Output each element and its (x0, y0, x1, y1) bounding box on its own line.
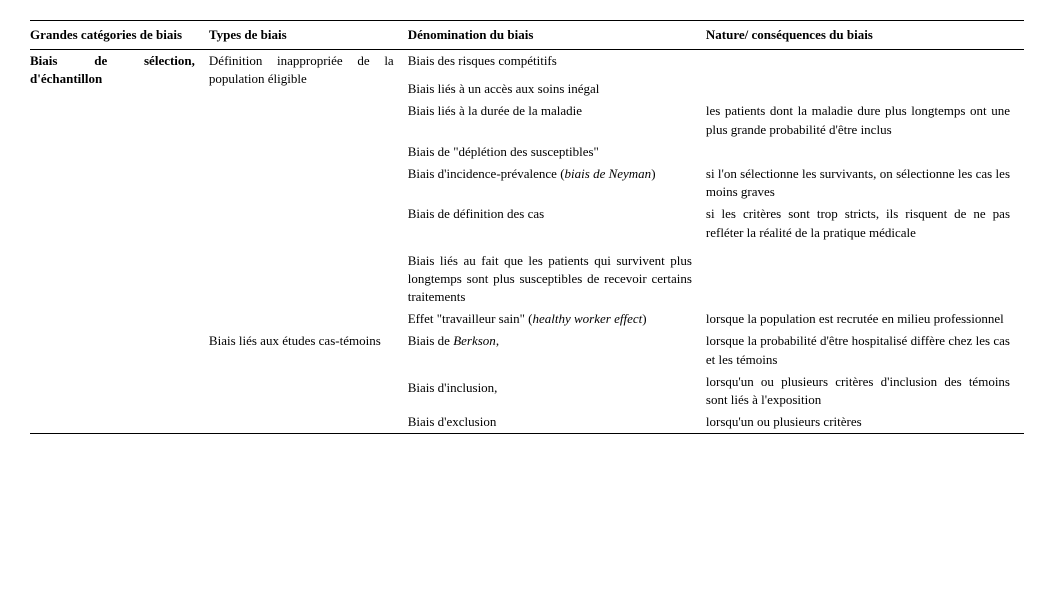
table-row: Biais de sélection, d'échantillon Défini… (30, 50, 1024, 73)
header-denomination: Dénomination du biais (408, 21, 706, 50)
text-part: Biais de (408, 333, 454, 348)
cell-type-1: Définition inappropriée de la population… (209, 50, 408, 331)
cell-denomination: Biais liés à un accès aux soins inégal (408, 72, 706, 100)
cell-nature (706, 50, 1024, 73)
header-type: Types de biais (209, 21, 408, 50)
cell-type-2: Biais liés aux études cas-témoins (209, 330, 408, 433)
cell-nature (706, 244, 1024, 309)
cell-nature: lorsque la probabilité d'être hospitalis… (706, 330, 1024, 370)
cell-nature: lorsque la population est recrutée en mi… (706, 308, 1024, 330)
cell-denomination: Biais d'incidence-prévalence (biais de N… (408, 163, 706, 203)
text-italic: biais de Neyman (565, 166, 652, 181)
cell-denomination: Biais d'inclusion, (408, 371, 706, 411)
header-category: Grandes catégories de biais (30, 21, 209, 50)
text-part: ) (642, 311, 646, 326)
text-italic: healthy worker effect (533, 311, 643, 326)
cell-nature: lorsqu'un ou plusieurs critères d'inclus… (706, 371, 1024, 411)
cell-nature: lorsqu'un ou plusieurs critères (706, 411, 1024, 434)
text-part: Biais d'incidence-prévalence ( (408, 166, 565, 181)
cell-denomination: Biais de Berkson, (408, 330, 706, 370)
cell-denomination: Biais liés au fait que les patients qui … (408, 244, 706, 309)
text-italic: Berkson (453, 333, 496, 348)
table-header-row: Grandes catégories de biais Types de bia… (30, 21, 1024, 50)
cell-nature (706, 141, 1024, 163)
cell-category: Biais de sélection, d'échantillon (30, 50, 209, 434)
cell-nature: si l'on sélectionne les survivants, on s… (706, 163, 1024, 203)
cell-denomination: Biais de définition des cas (408, 203, 706, 243)
header-nature: Nature/ conséquences du biais (706, 21, 1024, 50)
text-part: , (496, 333, 499, 348)
cell-nature: si les critères sont trop stricts, ils r… (706, 203, 1024, 243)
cell-denomination: Biais de "déplétion des susceptibles" (408, 141, 706, 163)
text-part: Effet "travailleur sain" ( (408, 311, 533, 326)
text-part: ) (651, 166, 655, 181)
cell-denomination: Biais d'exclusion (408, 411, 706, 434)
cell-denomination: Biais liés à la durée de la maladie (408, 100, 706, 140)
cell-denomination: Biais des risques compétitifs (408, 50, 706, 73)
cell-nature: les patients dont la maladie dure plus l… (706, 100, 1024, 140)
cell-denomination: Effet "travailleur sain" (healthy worker… (408, 308, 706, 330)
bias-table: Grandes catégories de biais Types de bia… (30, 20, 1024, 434)
cell-nature (706, 72, 1024, 100)
